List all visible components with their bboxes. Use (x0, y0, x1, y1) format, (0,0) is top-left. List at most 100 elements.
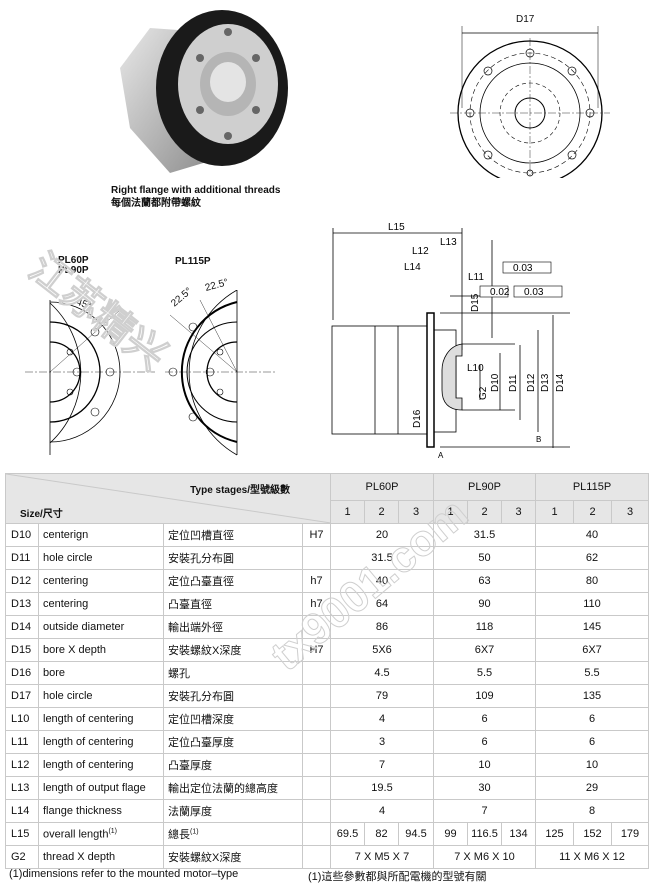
row-value: 50 (433, 546, 536, 570)
row-name-zh: 法蘭厚度 (163, 799, 303, 823)
front-view-drawing (450, 26, 610, 178)
label-d15: D15 (470, 293, 481, 312)
row-name-en: overall length(1) (38, 822, 164, 846)
row-value: 6 (535, 730, 649, 754)
row-name-zh-text: 總長 (168, 829, 190, 841)
row-value: 179 (611, 822, 649, 846)
row-value: 145 (535, 615, 649, 639)
row-name-zh-text: 安裝孔分布圓 (168, 691, 234, 703)
row-name-zh: 凸臺厚度 (163, 753, 303, 777)
row-name-zh-text: 輸出定位法蘭的總高度 (168, 783, 278, 795)
row-name-zh: 凸臺直徑 (163, 592, 303, 616)
label-pl60p: PL60P (58, 255, 89, 266)
datum-a: A (438, 451, 444, 460)
row-value: 4 (330, 799, 434, 823)
row-name-en-text: centering (43, 598, 89, 610)
row-code: L13 (5, 776, 39, 800)
row-name-en-text: bore (43, 667, 66, 679)
label-l10: L10 (467, 363, 484, 374)
stage-header: 2 (364, 500, 399, 524)
runout-tolerance-1: 0.03 (513, 263, 533, 274)
label-pl90p: PL90P (58, 265, 89, 276)
row-value: 5.5 (433, 661, 536, 685)
row-value: 11 X M6 X 12 (535, 845, 649, 869)
table-row: D11 hole circle 安裝孔分布圓 31.5 50 62 (5, 546, 649, 570)
row-name-en: length of centering (38, 730, 164, 754)
row-name-en: bore (38, 661, 164, 685)
table-row: D16 bore 螺孔 4.5 5.5 5.5 (5, 661, 649, 685)
row-value: 19.5 (330, 776, 434, 800)
table-row: D12 centering 定位凸臺直徑 h7 40 63 80 (5, 569, 649, 593)
row-name-zh: 定位凹槽直徑 (163, 523, 303, 547)
row-value: 86 (330, 615, 434, 639)
row-value: 5.5 (535, 661, 649, 685)
row-value: 31.5 (433, 523, 536, 547)
row-name-en: hole circle (38, 684, 164, 708)
row-name-en-text: bore X depth (43, 644, 106, 656)
row-value: 31.5 (330, 546, 434, 570)
row-value: 90 (433, 592, 536, 616)
row-tolerance (302, 845, 331, 869)
row-value: 6 (535, 707, 649, 731)
row-name-en-text: outside diameter (43, 621, 125, 633)
row-name-zh-text: 定位凸臺直徑 (168, 576, 234, 588)
row-name-en: centerign (38, 523, 164, 547)
row-name-zh-text: 定位凸臺厚度 (168, 737, 234, 749)
row-value: 20 (330, 523, 434, 547)
label-g2: G2 (478, 386, 489, 400)
label-l12: L12 (412, 246, 429, 257)
row-code: D10 (5, 523, 39, 547)
caption-zh: 每個法蘭都附帶螺紋 (111, 198, 201, 209)
footnote-en: (1)dimensions refer to the mounted motor… (9, 868, 239, 880)
row-name-en-text: overall length (43, 828, 109, 841)
table-row: D10 centerign 定位凹槽直徑 H7 20 31.5 40 (5, 523, 649, 547)
table-row: L13 length of output flage 輸出定位法蘭的總高度 19.5 3… (5, 776, 649, 800)
dimensions-table: Type stages/型號級數 Size/尺寸 PL60P PL90P PL1… (5, 473, 649, 869)
row-tolerance (302, 661, 331, 685)
row-value: 4 (330, 707, 434, 731)
label-l11: L11 (468, 272, 484, 283)
row-value: 99 (433, 822, 468, 846)
row-name-en: hole circle (38, 546, 164, 570)
row-value: 80 (535, 569, 649, 593)
row-tolerance (302, 684, 331, 708)
row-value: 7 X M5 X 7 (330, 845, 434, 869)
row-name-en-text: flange thickness (43, 805, 122, 817)
row-code: D12 (5, 569, 39, 593)
row-name-en-text: hole circle (43, 690, 93, 702)
row-tolerance (302, 546, 331, 570)
datum-b: B (536, 435, 541, 444)
label-d12: D12 (526, 373, 537, 392)
row-code: L15 (5, 822, 39, 846)
row-name-en: centering (38, 592, 164, 616)
row-value: 4.5 (330, 661, 434, 685)
table-row: L12 length of centering 凸臺厚度 7 10 10 (5, 753, 649, 777)
row-value: 109 (433, 684, 536, 708)
row-name-en: length of output flage (38, 776, 164, 800)
row-value: 6X7 (535, 638, 649, 662)
row-value: 134 (501, 822, 536, 846)
table-row: L15 overall length(1) 總長(1) 69.5 82 94.5 99 116… (5, 822, 649, 846)
row-value: 125 (535, 822, 574, 846)
row-tolerance: h7 (302, 569, 331, 593)
row-value: 152 (573, 822, 612, 846)
row-value: 64 (330, 592, 434, 616)
model-pl90p: PL90P (433, 473, 536, 501)
table-row: D15 bore X depth 安裝螺紋X深度 H7 5X6 6X7 6X7 (5, 638, 649, 662)
stage-header: 3 (611, 500, 649, 524)
label-l13: L13 (440, 237, 457, 248)
label-d14: D14 (555, 373, 566, 392)
row-value: 3 (330, 730, 434, 754)
row-value: 8 (535, 799, 649, 823)
footnote-ref: (1) (190, 828, 199, 836)
row-name-zh: 輸出定位法蘭的總高度 (163, 776, 303, 800)
row-value: 29 (535, 776, 649, 800)
stage-header: 3 (398, 500, 434, 524)
row-code: D17 (5, 684, 39, 708)
row-value: 6 (433, 730, 536, 754)
row-value: 63 (433, 569, 536, 593)
left-view-labels: PL60P PL90P (58, 256, 89, 276)
d17-label: D17 (516, 14, 535, 25)
row-name-en: length of centering (38, 753, 164, 777)
